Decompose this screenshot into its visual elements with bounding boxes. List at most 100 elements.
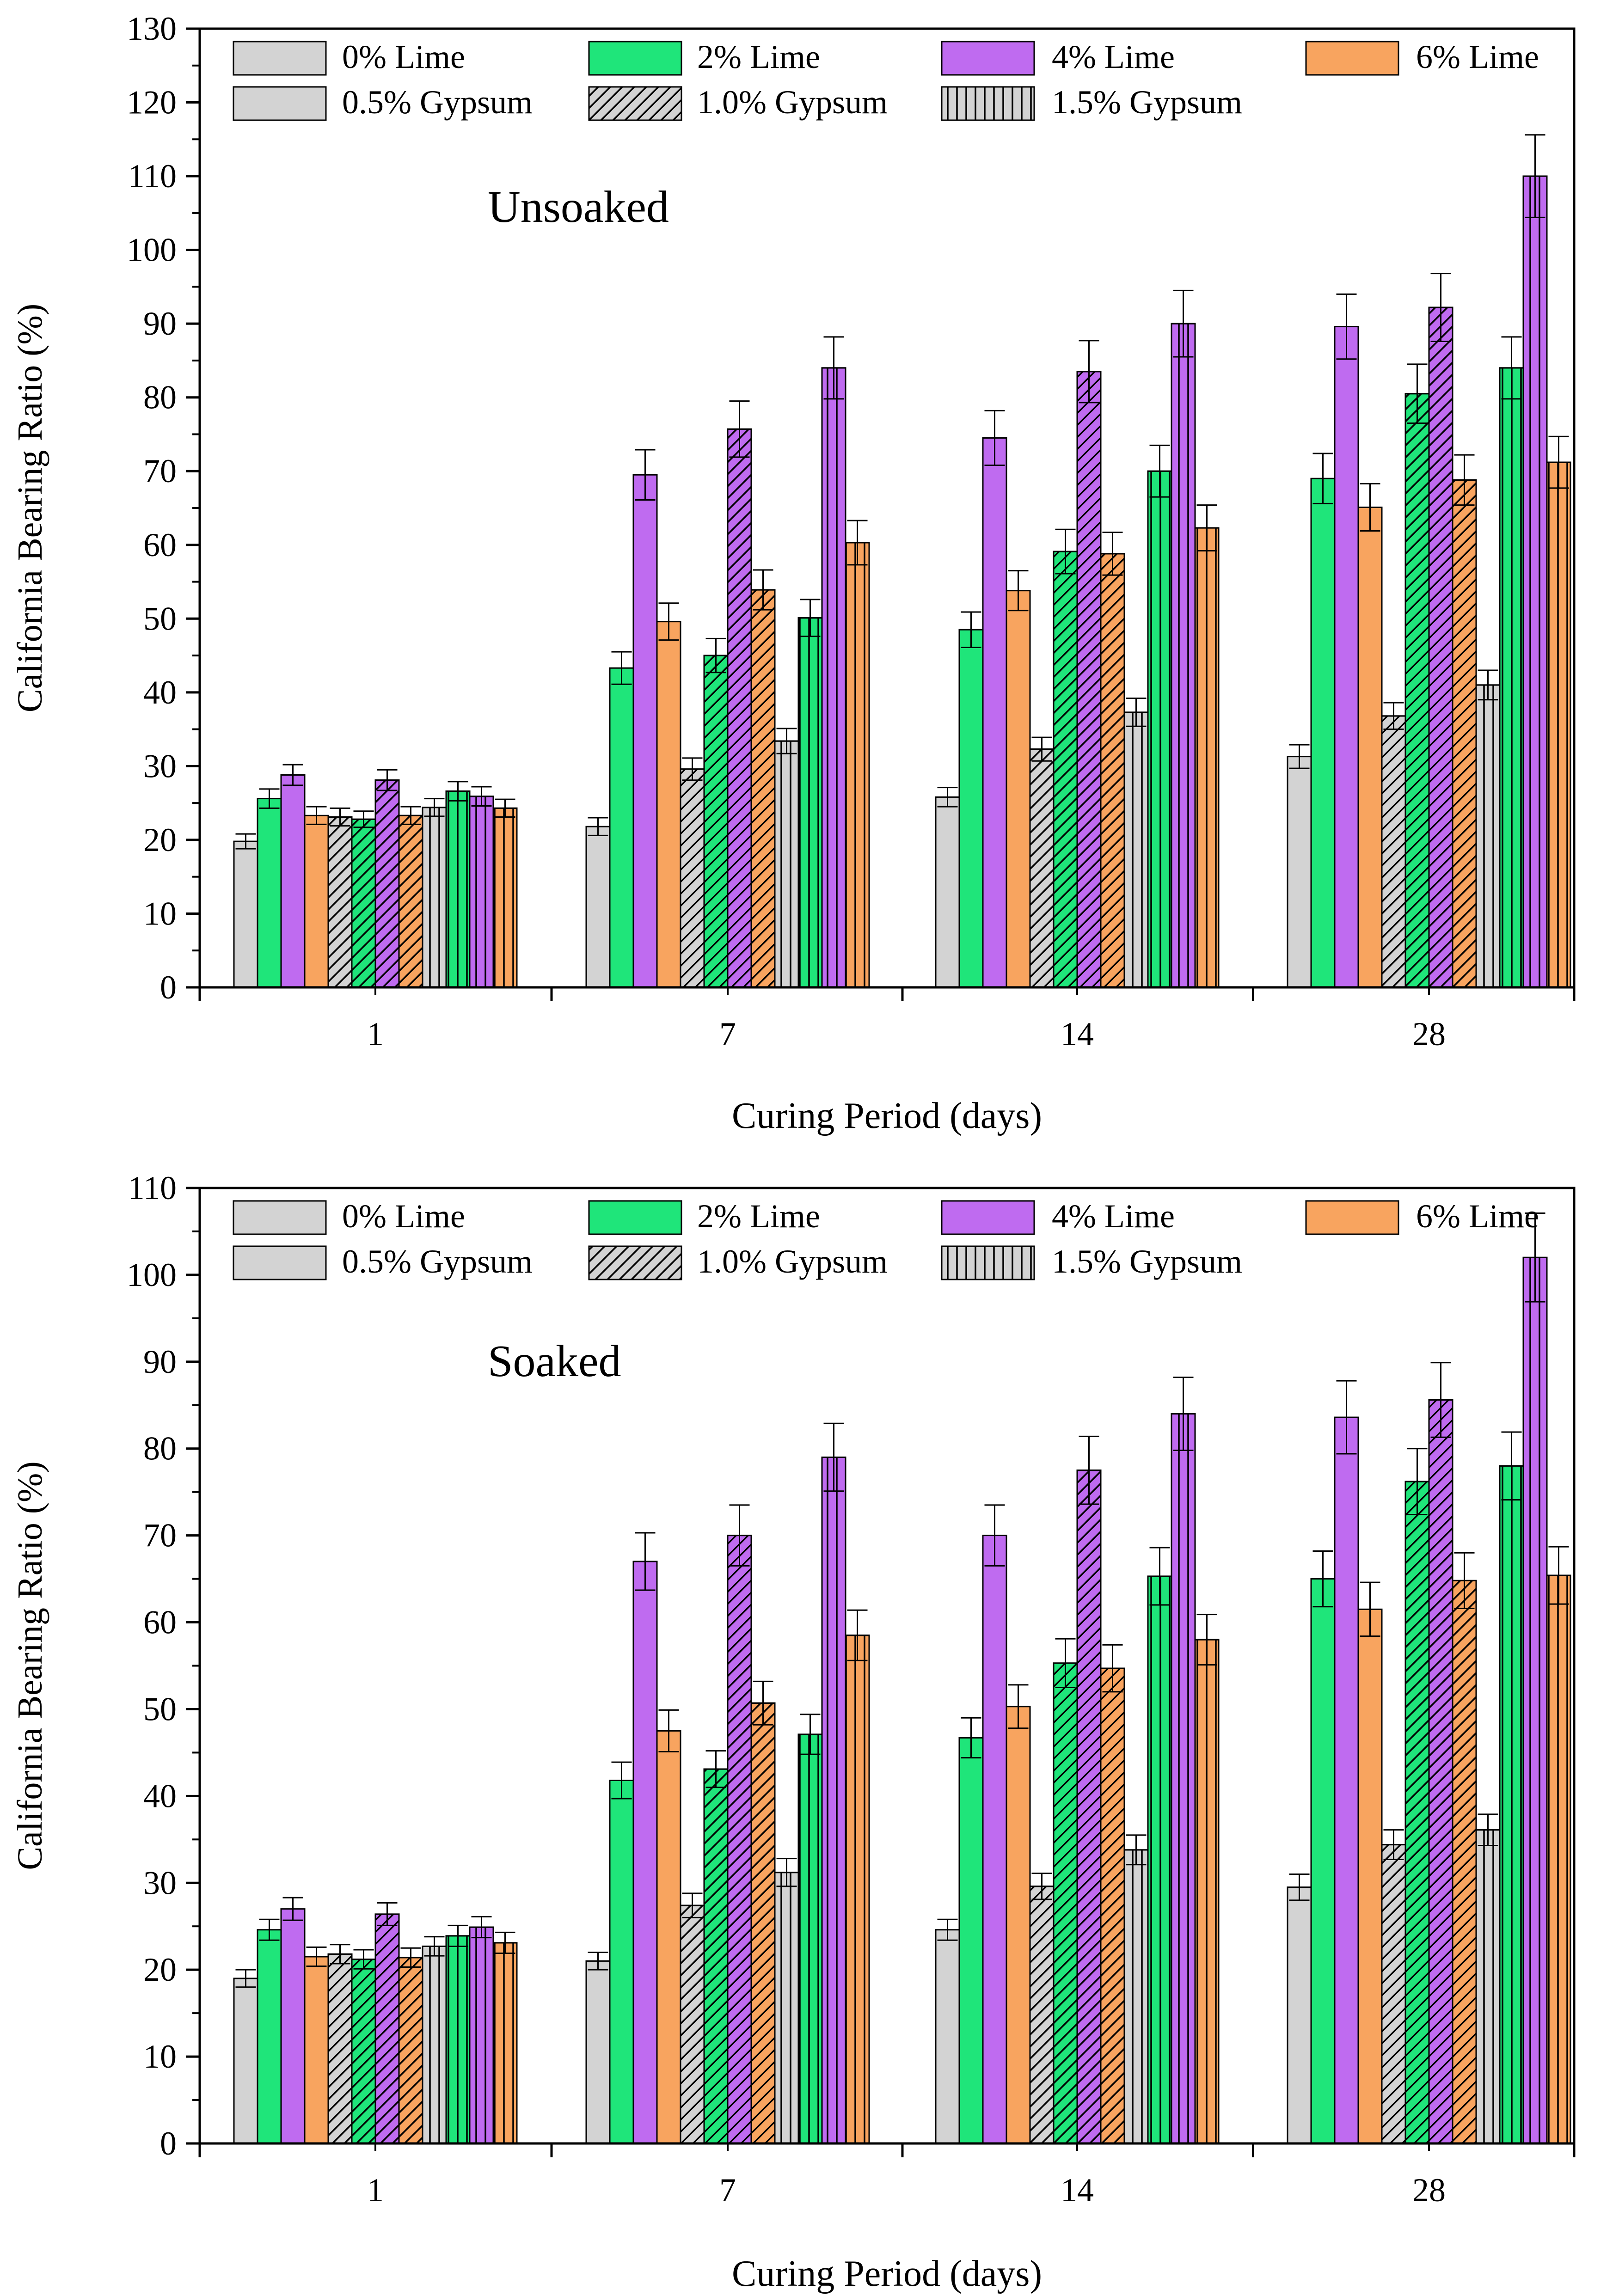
unsoaked-category-label-0: 1 — [367, 1016, 384, 1053]
soaked-ytick-label-10: 100 — [127, 1256, 177, 1293]
unsoaked-ytick-label-8: 80 — [143, 379, 177, 416]
unsoaked-bar-2-3 — [1006, 590, 1031, 988]
soaked-legend-label-0: 0% Lime — [342, 1198, 465, 1235]
unsoaked-bar-hatch-0-11 — [492, 807, 518, 988]
unsoaked-bar-hatch-0-9 — [445, 790, 471, 988]
soaked-bar-hatch-0-6 — [374, 1913, 400, 2144]
unsoaked-ytick-label-3: 30 — [143, 747, 177, 784]
soaked-ytick-label-3: 30 — [143, 1864, 177, 1901]
unsoaked-bar-hatch-0-4 — [327, 816, 353, 988]
soaked-ytick-label-0: 0 — [160, 2125, 177, 2162]
unsoaked-legend-label-3: 6% Lime — [1416, 38, 1539, 75]
unsoaked-bar-1-0 — [585, 826, 611, 988]
soaked-legend-hatch-6 — [941, 1245, 1035, 1280]
unsoaked-bar-hatch-3-11 — [1546, 461, 1571, 988]
soaked-bar-hatch-2-10 — [1171, 1413, 1196, 2144]
soaked-ytick-label-1: 10 — [143, 2038, 177, 2075]
unsoaked-bar-hatch-2-11 — [1194, 527, 1220, 988]
unsoaked-y-axis-label: California Bearing Ratio (%) — [11, 304, 49, 712]
unsoaked-bar-hatch-2-5 — [1053, 551, 1078, 988]
soaked-bar-hatch-3-4 — [1381, 1844, 1406, 2144]
soaked-bar-hatch-2-9 — [1147, 1575, 1172, 2144]
soaked-ytick-label-6: 60 — [143, 1604, 177, 1641]
unsoaked-category-label-2: 14 — [1061, 1016, 1094, 1053]
unsoaked-bar-hatch-0-8 — [422, 807, 447, 988]
unsoaked-bar-hatch-3-7 — [1452, 479, 1477, 988]
unsoaked-x-axis-label: Curing Period (days) — [732, 1096, 1042, 1136]
unsoaked-bar-hatch-2-7 — [1100, 553, 1125, 988]
unsoaked-bar-3-0 — [1287, 756, 1312, 988]
unsoaked-bar-0-2 — [280, 774, 306, 988]
soaked-ytick-label-5: 50 — [143, 1690, 177, 1727]
unsoaked-bar-hatch-2-9 — [1147, 470, 1172, 988]
soaked-bar-2-3 — [1006, 1706, 1031, 2144]
soaked-legend-hatch-5 — [588, 1245, 682, 1280]
unsoaked-bar-3-3 — [1357, 506, 1383, 988]
soaked-category-label-1: 7 — [719, 2172, 736, 2209]
unsoaked-bar-hatch-3-4 — [1381, 715, 1406, 988]
soaked-bar-hatch-1-9 — [797, 1733, 823, 2144]
unsoaked-legend-swatch-3 — [1305, 41, 1399, 76]
unsoaked-category-label-1: 7 — [719, 1016, 736, 1053]
unsoaked-ytick-label-1: 10 — [143, 895, 177, 932]
unsoaked-bar-2-0 — [935, 796, 960, 988]
unsoaked-legend-hatch-6 — [941, 86, 1035, 121]
soaked-ytick-label-9: 90 — [143, 1343, 177, 1380]
unsoaked-ytick-label-4: 40 — [143, 674, 177, 711]
soaked-bar-hatch-3-11 — [1546, 1574, 1571, 2144]
unsoaked-condition-label: Unsoaked — [488, 182, 669, 232]
soaked-bar-3-2 — [1334, 1416, 1359, 2144]
unsoaked-ytick-label-9: 90 — [143, 305, 177, 342]
unsoaked-legend-label-6: 1.5% Gypsum — [1052, 84, 1242, 121]
unsoaked-bar-hatch-3-5 — [1404, 393, 1430, 988]
soaked-bar-hatch-1-4 — [680, 1904, 705, 2144]
unsoaked-bar-hatch-1-8 — [774, 740, 799, 988]
soaked-bar-2-1 — [958, 1737, 984, 2144]
unsoaked-legend-label-4: 0.5% Gypsum — [342, 84, 533, 121]
unsoaked-chart: 0 10 20 30 40 50 60 70 80 90 100 110 120 130 1 7 14 28 Cur… — [11, 10, 1576, 1136]
soaked-bar-hatch-3-7 — [1452, 1580, 1477, 2144]
unsoaked-legend-swatch-4 — [233, 86, 327, 121]
unsoaked-bar-0-1 — [257, 798, 282, 988]
unsoaked-bar-hatch-0-7 — [398, 814, 423, 988]
unsoaked-legend-label-0: 0% Lime — [342, 38, 465, 75]
unsoaked-legend-label-5: 1.0% Gypsum — [697, 84, 888, 121]
soaked-bar-1-0 — [585, 1960, 611, 2144]
soaked-ytick-label-8: 80 — [143, 1430, 177, 1467]
soaked-category-label-0: 1 — [367, 2172, 384, 2209]
soaked-ytick-label-4: 40 — [143, 1777, 177, 1814]
unsoaked-bar-hatch-1-10 — [821, 367, 846, 988]
soaked-bar-hatch-0-10 — [469, 1926, 494, 2144]
soaked-x-axis-label: Curing Period (days) — [732, 2253, 1042, 2294]
unsoaked-bar-0-3 — [304, 814, 329, 988]
soaked-bar-hatch-0-11 — [492, 1942, 518, 2144]
unsoaked-bar-1-2 — [632, 474, 658, 988]
soaked-bar-hatch-3-6 — [1428, 1399, 1453, 2144]
soaked-bar-0-2 — [280, 1908, 306, 2144]
unsoaked-legend-label-2: 4% Lime — [1052, 38, 1175, 75]
unsoaked-bar-hatch-1-5 — [703, 655, 729, 988]
soaked-legend-swatch-1 — [588, 1200, 682, 1235]
unsoaked-bar-hatch-2-8 — [1123, 711, 1149, 988]
unsoaked-legend-swatch-0 — [233, 41, 327, 76]
soaked-y-axis-label: California Bearing Ratio (%) — [11, 1461, 49, 1870]
unsoaked-bar-3-1 — [1310, 478, 1336, 988]
unsoaked-bar-hatch-3-6 — [1428, 306, 1453, 988]
soaked-bar-3-3 — [1357, 1608, 1383, 2144]
unsoaked-bar-2-2 — [982, 437, 1007, 988]
unsoaked-bar-1-1 — [609, 667, 634, 988]
soaked-bar-hatch-3-9 — [1499, 1465, 1524, 2144]
soaked-legend-swatch-4 — [233, 1245, 327, 1280]
unsoaked-bar-hatch-2-10 — [1171, 323, 1196, 988]
soaked-ytick-label-2: 20 — [143, 1951, 177, 1988]
unsoaked-ytick-label-2: 20 — [143, 821, 177, 858]
soaked-bar-hatch-0-9 — [445, 1935, 471, 2144]
soaked-bar-hatch-1-7 — [750, 1702, 776, 2144]
unsoaked-bar-hatch-1-4 — [680, 768, 705, 988]
soaked-bar-2-0 — [935, 1929, 960, 2144]
soaked-bar-3-0 — [1287, 1886, 1312, 2144]
unsoaked-legend-label-1: 2% Lime — [697, 38, 820, 75]
unsoaked-bar-hatch-0-5 — [351, 818, 376, 988]
unsoaked-ytick-label-7: 70 — [143, 453, 177, 490]
unsoaked-bar-3-2 — [1334, 326, 1359, 988]
